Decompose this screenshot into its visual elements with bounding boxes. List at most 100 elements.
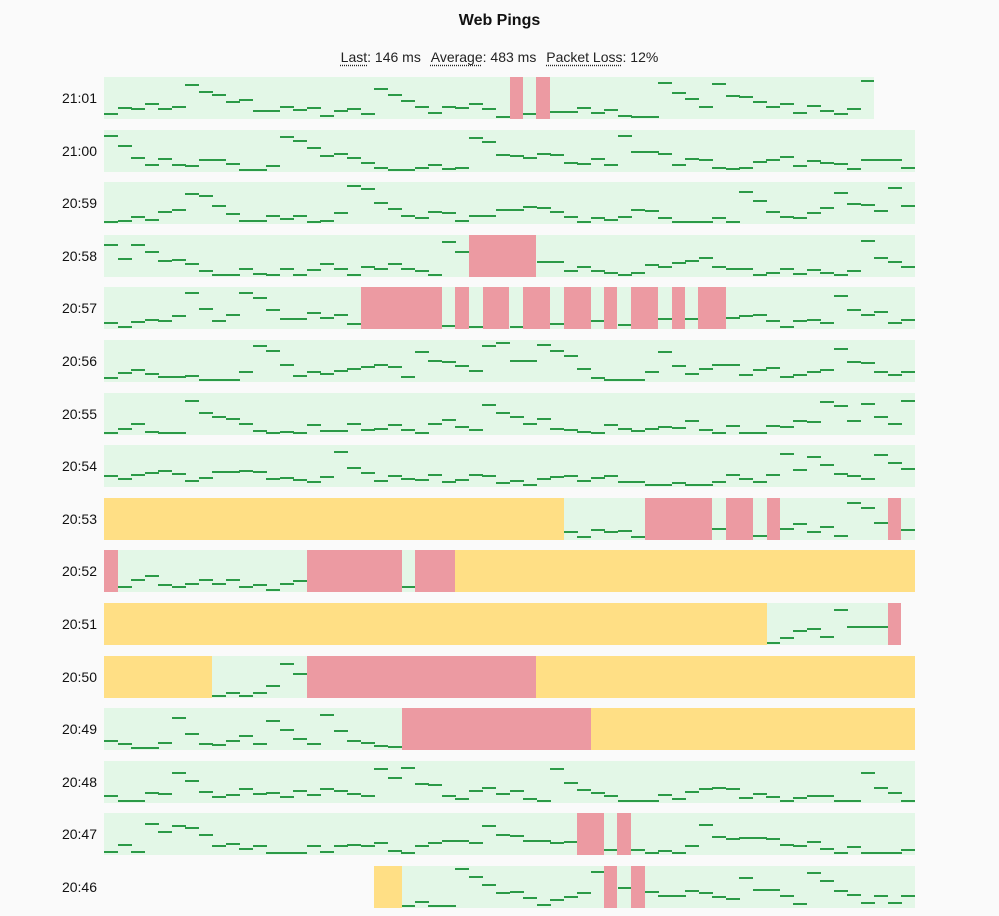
ping-strip[interactable]	[104, 550, 915, 593]
ping-row: 21:00	[0, 129, 999, 172]
ping-mark	[428, 111, 443, 114]
packet-loss-block[interactable]	[414, 550, 456, 593]
ping-mark	[806, 840, 821, 843]
no-data-block[interactable]	[590, 708, 915, 751]
packet-loss-block[interactable]	[523, 287, 551, 330]
ping-strip[interactable]	[104, 497, 915, 540]
ping-mark	[617, 428, 632, 431]
ping-mark	[131, 423, 146, 426]
ping-strip[interactable]	[104, 287, 915, 330]
ping-mark	[833, 608, 848, 611]
ping-mark	[144, 163, 159, 166]
packet-loss-block[interactable]	[306, 550, 402, 593]
ping-mark	[212, 694, 227, 697]
ping-mark	[482, 404, 497, 407]
packet-loss-block[interactable]	[631, 287, 658, 330]
packet-loss-block[interactable]	[482, 287, 510, 330]
ping-strip[interactable]	[104, 813, 915, 856]
ping-mark	[239, 586, 254, 589]
no-data-block[interactable]	[104, 655, 212, 698]
ping-mark	[360, 187, 375, 190]
ping-mark	[441, 905, 456, 907]
packet-loss-block[interactable]	[563, 287, 591, 330]
ping-mark	[171, 314, 186, 317]
ping-mark	[320, 115, 335, 118]
ping-mark	[698, 787, 713, 790]
packet-loss-block[interactable]	[698, 287, 727, 330]
packet-loss-block[interactable]	[604, 866, 618, 908]
ping-mark	[374, 267, 389, 270]
ping-row: 20:52	[0, 550, 999, 593]
packet-loss-block[interactable]	[631, 866, 645, 908]
ping-mark	[617, 323, 632, 326]
packet-loss-block[interactable]	[401, 708, 591, 751]
ping-row: 20:58	[0, 234, 999, 277]
ping-strip[interactable]	[104, 866, 915, 908]
packet-loss-block[interactable]	[455, 287, 469, 330]
ping-mark	[266, 431, 281, 434]
ping-mark	[482, 140, 497, 143]
stat-packet-loss-label[interactable]: Packet Loss	[546, 49, 623, 65]
ping-mark	[847, 308, 862, 311]
ping-mark	[874, 415, 889, 418]
ping-strip[interactable]	[104, 77, 875, 119]
ping-strip[interactable]	[104, 392, 915, 435]
ping-mark	[752, 431, 767, 434]
row-time-label: 20:46	[61, 879, 97, 895]
packet-loss-block[interactable]	[644, 497, 713, 540]
ping-mark	[320, 317, 335, 319]
no-data-block[interactable]	[104, 497, 564, 540]
packet-loss-block[interactable]	[766, 497, 780, 540]
ping-mark	[212, 158, 227, 161]
ping-mark	[725, 95, 740, 98]
packet-loss-block[interactable]	[306, 655, 537, 698]
ping-mark	[658, 266, 673, 269]
packet-loss-block[interactable]	[104, 550, 118, 593]
ping-mark	[806, 318, 821, 321]
ping-strip[interactable]	[104, 603, 902, 645]
ping-strip[interactable]	[104, 445, 915, 488]
packet-loss-block[interactable]	[617, 813, 632, 856]
ping-mark	[806, 871, 821, 874]
no-data-block[interactable]	[536, 655, 915, 698]
packet-loss-block[interactable]	[671, 287, 686, 330]
ping-mark	[820, 271, 835, 274]
ping-strip[interactable]	[104, 708, 915, 751]
ping-strip[interactable]	[104, 234, 915, 277]
packet-loss-block[interactable]	[536, 77, 551, 119]
packet-loss-block[interactable]	[361, 287, 443, 330]
ping-mark	[131, 579, 146, 582]
packet-loss-block[interactable]	[604, 287, 618, 330]
ping-mark	[698, 484, 713, 487]
ping-mark	[306, 146, 321, 149]
ping-mark	[333, 109, 348, 112]
packet-loss-block[interactable]	[576, 813, 605, 856]
ping-mark	[320, 713, 335, 716]
packet-loss-block[interactable]	[509, 77, 524, 119]
no-data-block[interactable]	[455, 550, 915, 593]
ping-mark	[752, 837, 767, 840]
no-data-block[interactable]	[104, 603, 767, 645]
ping-mark	[644, 428, 659, 431]
ping-mark	[563, 216, 578, 219]
no-data-block[interactable]	[374, 866, 402, 908]
ping-strip[interactable]	[104, 129, 915, 172]
ping-strip[interactable]	[104, 340, 915, 382]
ping-mark	[887, 902, 902, 905]
ping-mark	[198, 307, 213, 310]
ping-mark	[252, 429, 267, 432]
ping-mark	[509, 155, 524, 158]
packet-loss-block[interactable]	[468, 234, 537, 277]
packet-loss-block[interactable]	[726, 497, 753, 540]
stat-average-label[interactable]: Average	[430, 49, 483, 65]
packet-loss-block[interactable]	[888, 497, 902, 540]
ping-mark	[306, 481, 321, 484]
ping-strip[interactable]	[104, 182, 915, 225]
packet-loss-block[interactable]	[888, 603, 902, 645]
stat-last-label[interactable]: Last	[340, 49, 368, 65]
ping-strip[interactable]	[104, 760, 915, 803]
ping-mark	[293, 431, 308, 434]
ping-mark	[536, 799, 551, 802]
ping-strip[interactable]	[104, 655, 915, 698]
ping-mark	[793, 523, 808, 526]
